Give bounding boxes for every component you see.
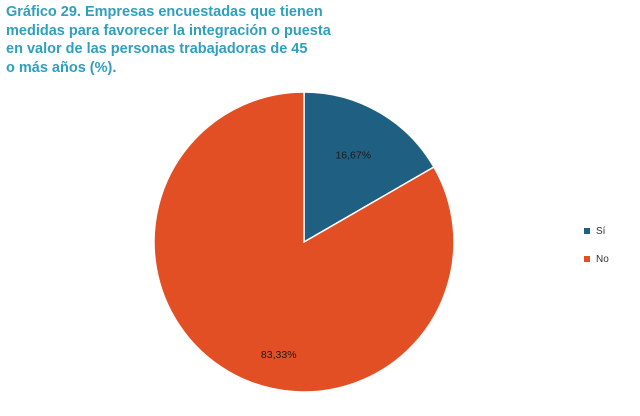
legend-label-no: No — [596, 253, 609, 265]
pie-slice-si — [303, 91, 435, 244]
chart-title: Gráfico 29. Empresas encuestadas que tie… — [6, 3, 331, 77]
legend-item-si: Sí — [584, 224, 609, 238]
legend-swatch-no — [584, 256, 590, 262]
title-line: o más años (%). — [6, 59, 117, 76]
pie-slice-no — [153, 91, 455, 393]
title-line: Gráfico 29. Empresas encuestadas que tie… — [6, 4, 323, 20]
legend-item-no: No — [584, 252, 609, 266]
legend-swatch-si — [584, 228, 590, 234]
title-line: medidas para favorecer la integración o … — [6, 22, 331, 39]
data-label-no: 83,33% — [261, 349, 297, 361]
legend: Sí No — [584, 224, 609, 280]
data-label-si: 16,67% — [335, 150, 371, 162]
legend-label-si: Sí — [596, 225, 606, 237]
title-line: en valor de las personas trabajadoras de… — [6, 41, 308, 57]
